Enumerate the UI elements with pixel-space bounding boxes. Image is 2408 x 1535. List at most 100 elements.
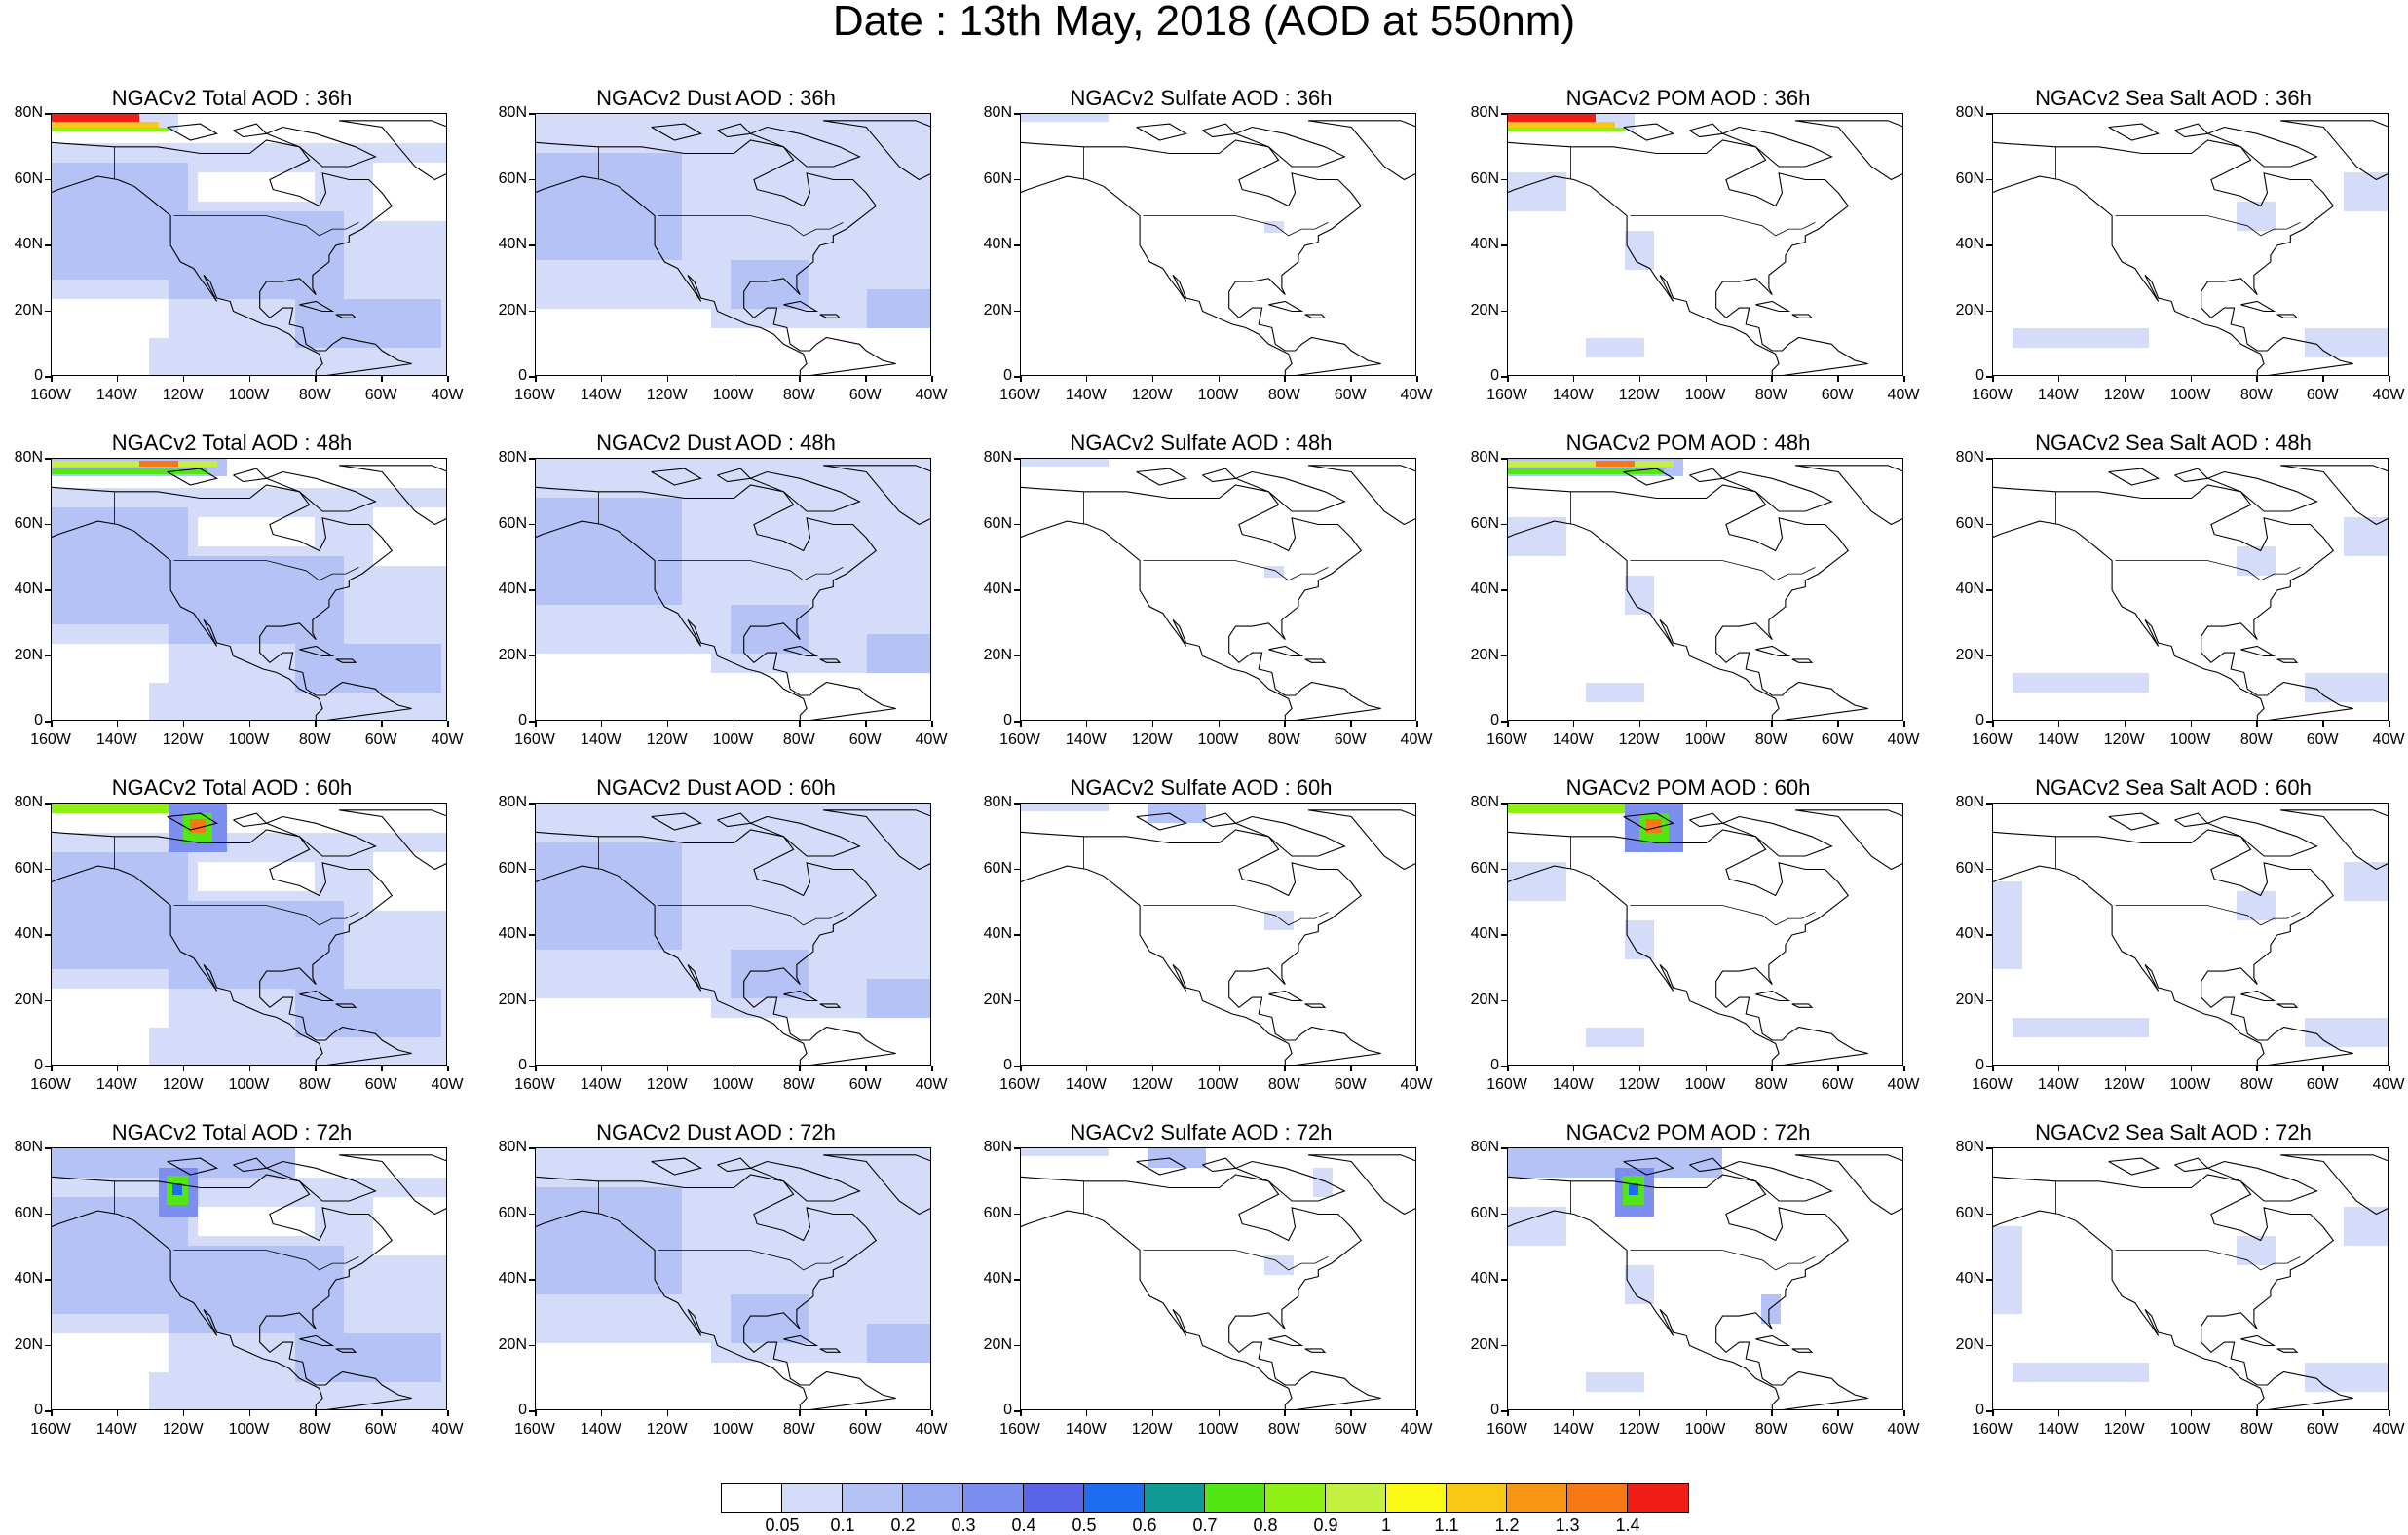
- tick-mark: [1903, 376, 1905, 382]
- lon-tick-label: 100W: [1684, 1076, 1726, 1093]
- tick-mark: [529, 178, 535, 180]
- lat-tick-label: 0: [34, 1057, 43, 1073]
- tick-mark: [182, 376, 185, 382]
- tick-mark: [1572, 376, 1575, 382]
- lon-tick-label: 100W: [1197, 731, 1239, 748]
- lat-tick-label: 40N: [498, 925, 527, 942]
- coastline: [299, 300, 335, 313]
- map-panel: NGACv2 Total AOD : 48h 80N 60N 40N 20N 0 160W 1…: [0, 431, 468, 762]
- tick-mark: [447, 376, 449, 382]
- coastline: [1791, 658, 1814, 663]
- tick-mark: [1986, 1213, 1992, 1215]
- tick-mark: [1986, 310, 1992, 312]
- tick-mark: [1572, 1066, 1575, 1071]
- tick-mark: [1986, 1147, 1992, 1149]
- coastline: [299, 990, 335, 1002]
- map-plot-area: [535, 803, 931, 1066]
- map-plot-area: [1020, 803, 1416, 1066]
- tick-mark: [865, 1410, 867, 1416]
- map-plot-area: [1507, 458, 1903, 721]
- tick-mark: [535, 1066, 537, 1071]
- aod-field: [2237, 202, 2276, 231]
- aod-field: [2237, 1236, 2276, 1265]
- lon-tick-label: 60W: [364, 1076, 397, 1093]
- coastline: [1021, 829, 1381, 1065]
- coastline: [1268, 645, 1304, 657]
- lon-tick-label: 60W: [848, 1421, 882, 1438]
- tick-mark: [1986, 721, 1992, 723]
- lon-tick-label: 40W: [1400, 1421, 1433, 1438]
- tick-mark: [381, 1066, 383, 1071]
- tick-mark: [1014, 178, 1020, 180]
- tick-mark: [733, 1410, 734, 1416]
- tick-mark: [45, 244, 51, 246]
- lon-tick-label: 40W: [1400, 1076, 1433, 1093]
- coastline: [1791, 314, 1814, 318]
- lat-tick-label: 40N: [983, 1270, 1012, 1287]
- lon-tick-label: 100W: [2169, 731, 2211, 748]
- tick-mark: [865, 721, 867, 727]
- aod-field: [536, 998, 711, 1065]
- lon-tick-label: 160W: [514, 1421, 555, 1438]
- coastline: [167, 123, 219, 141]
- colorbar-label: 1.1: [1434, 1516, 1459, 1535]
- aod-field: [536, 153, 682, 260]
- coastline: [536, 829, 896, 1065]
- aod-field: [1264, 566, 1284, 578]
- coastline: [1755, 990, 1791, 1002]
- map-plot-area: [51, 1147, 447, 1410]
- coastline: [749, 470, 861, 512]
- tick-mark: [2256, 721, 2258, 727]
- tick-mark: [1986, 999, 1992, 1001]
- tick-mark: [1705, 1066, 1707, 1071]
- lon-tick-label: 80W: [782, 1421, 815, 1438]
- tick-mark: [45, 523, 51, 525]
- coastline: [2108, 123, 2161, 141]
- coastline: [2276, 1348, 2299, 1353]
- lat-tick-label: 60N: [498, 169, 527, 187]
- colorbar-swatch: [782, 1484, 843, 1512]
- coastline: [299, 645, 335, 657]
- colorbar-label: 0.7: [1192, 1516, 1218, 1535]
- aod-field: [2013, 1018, 2149, 1037]
- tick-mark: [1986, 1066, 1992, 1067]
- coastline: [749, 815, 861, 857]
- tick-mark: [529, 244, 535, 246]
- lon-tick-label: 140W: [1552, 731, 1594, 748]
- lat-tick-label: 20N: [1470, 301, 1499, 318]
- aod-field: [52, 852, 188, 969]
- lon-tick-label: 80W: [1267, 1076, 1300, 1093]
- aod-field: [1508, 461, 1674, 467]
- lon-tick-label: 140W: [1552, 1076, 1594, 1093]
- coastline: [1304, 658, 1327, 663]
- map-plot-area: [51, 113, 447, 376]
- tick-mark: [1085, 1410, 1088, 1416]
- lat-tick-label: 40N: [1955, 580, 1984, 597]
- tick-mark: [315, 376, 317, 382]
- tick-mark: [2057, 376, 2060, 382]
- lon-tick-label: 140W: [1552, 387, 1594, 403]
- tick-mark: [1507, 376, 1509, 382]
- coastline: [1755, 300, 1791, 313]
- tick-mark: [1638, 1066, 1641, 1071]
- aod-field: [536, 498, 682, 605]
- tick-mark: [1501, 803, 1507, 805]
- lon-tick-label: 120W: [1131, 1421, 1173, 1438]
- tick-mark: [1014, 589, 1020, 591]
- aod-field: [867, 289, 930, 328]
- lat-tick-label: 40N: [1955, 236, 1984, 252]
- lon-tick-label: 40W: [431, 387, 464, 403]
- tick-mark: [1014, 113, 1020, 115]
- tick-mark: [2124, 1410, 2126, 1416]
- tick-mark: [1986, 589, 1992, 591]
- lon-tick-label: 60W: [1821, 1076, 1854, 1093]
- lon-tick-label: 40W: [915, 731, 948, 748]
- tick-mark: [1903, 1066, 1905, 1071]
- lon-tick-label: 100W: [228, 1076, 270, 1093]
- tick-mark: [1416, 1066, 1418, 1071]
- border-line: [1630, 560, 1816, 581]
- lat-tick-label: 20N: [14, 1335, 43, 1353]
- panel-title: NGACv2 Total AOD : 60h: [111, 775, 353, 800]
- coastline: [1308, 809, 1415, 871]
- colorbar-swatch: [1145, 1484, 1205, 1512]
